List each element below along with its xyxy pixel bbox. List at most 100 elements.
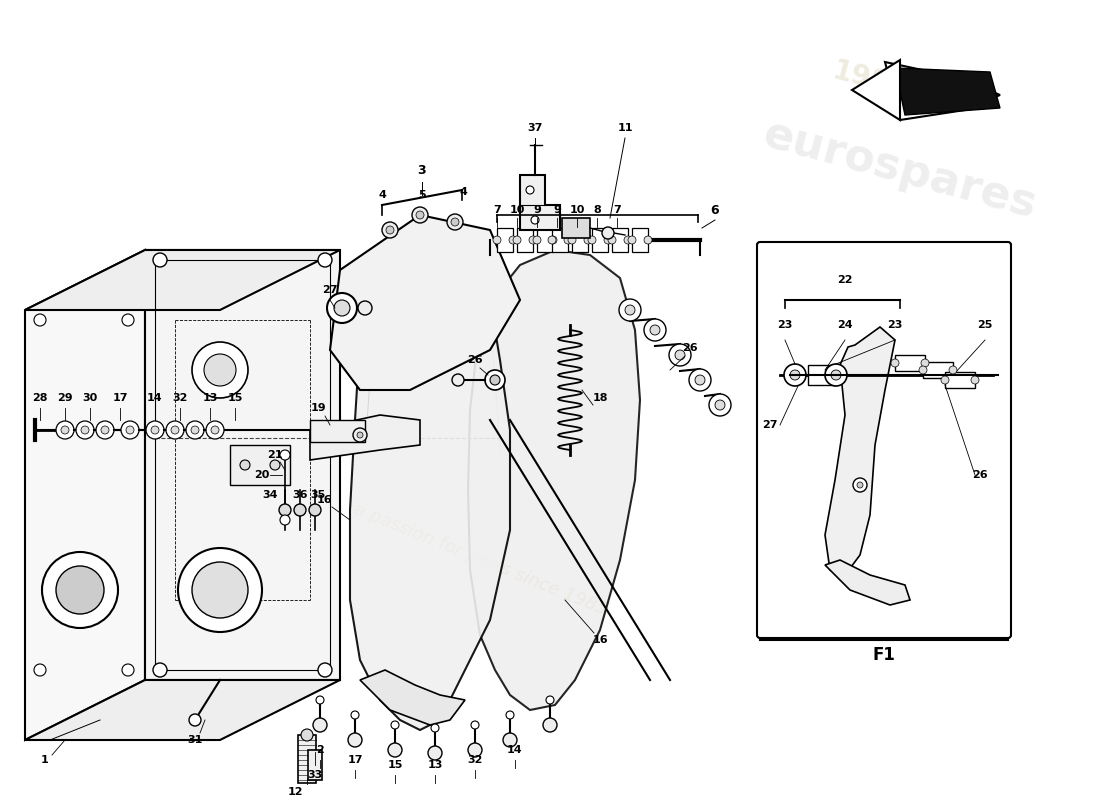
Bar [612,228,628,252]
Circle shape [509,236,517,244]
Circle shape [695,375,705,385]
Circle shape [351,711,359,719]
Circle shape [529,236,537,244]
Text: 19: 19 [310,403,326,413]
Text: 23: 23 [778,320,793,330]
Circle shape [76,421,94,439]
Circle shape [191,426,199,434]
Text: 4: 4 [459,187,466,197]
Circle shape [101,426,109,434]
Circle shape [204,354,236,386]
Text: 33: 33 [307,770,322,780]
Circle shape [644,236,652,244]
Bar [537,228,553,252]
Circle shape [386,226,394,234]
Text: 13: 13 [427,760,442,770]
Circle shape [382,222,398,238]
Circle shape [857,482,864,488]
Circle shape [206,421,224,439]
Circle shape [42,552,118,628]
Text: 2: 2 [316,745,323,755]
Bar [895,355,925,371]
Circle shape [830,370,842,380]
Circle shape [644,319,666,341]
Circle shape [121,421,139,439]
Circle shape [56,421,74,439]
Circle shape [625,305,635,315]
Polygon shape [825,560,910,605]
Circle shape [503,733,517,747]
Polygon shape [895,68,1000,115]
Circle shape [689,369,711,391]
Circle shape [170,426,179,434]
Bar [923,362,953,378]
Bar [552,228,568,252]
Circle shape [178,548,262,632]
Polygon shape [25,680,340,740]
Bar [808,365,836,385]
Text: 23: 23 [888,320,903,330]
Circle shape [584,236,592,244]
Text: 1985: 1985 [829,57,911,103]
Text: 9: 9 [534,205,541,215]
Bar [572,228,588,252]
Text: 30: 30 [82,393,98,403]
Circle shape [451,218,459,226]
Circle shape [56,566,104,614]
Text: a passion for parts since 1985: a passion for parts since 1985 [351,501,609,619]
Text: 27: 27 [762,420,778,430]
Circle shape [710,394,732,416]
Text: F1: F1 [872,646,895,664]
Circle shape [146,421,164,439]
Text: 4: 4 [378,190,386,200]
Circle shape [588,236,596,244]
Bar [497,228,513,252]
Text: 12: 12 [287,787,303,797]
Circle shape [327,293,358,323]
Text: 21: 21 [267,450,283,460]
Circle shape [390,721,399,729]
Bar [298,735,316,783]
Bar [308,750,322,780]
Circle shape [608,236,616,244]
Circle shape [513,236,521,244]
Text: 28: 28 [32,393,47,403]
Circle shape [334,300,350,316]
Circle shape [940,376,949,384]
Text: eurospares: eurospares [759,113,1042,227]
Circle shape [675,350,685,360]
Circle shape [211,426,219,434]
Text: 9: 9 [553,205,561,215]
Circle shape [468,743,482,757]
Circle shape [416,211,424,219]
Text: 26: 26 [682,343,697,353]
Circle shape [825,364,847,386]
Circle shape [279,504,292,516]
Text: 15: 15 [387,760,403,770]
Circle shape [96,421,114,439]
Circle shape [669,344,691,366]
Circle shape [318,663,332,677]
Text: 17: 17 [112,393,128,403]
Circle shape [34,314,46,326]
Circle shape [151,426,160,434]
Circle shape [531,216,539,224]
Text: 16: 16 [592,635,608,645]
Text: 32: 32 [173,393,188,403]
Text: 36: 36 [293,490,308,500]
Text: 27: 27 [322,285,338,295]
Text: 17: 17 [348,755,363,765]
Circle shape [270,460,280,470]
Circle shape [301,729,314,741]
Circle shape [452,374,464,386]
Circle shape [431,724,439,732]
Circle shape [388,743,401,757]
Text: 3: 3 [418,163,427,177]
Text: 7: 7 [613,205,620,215]
Circle shape [784,364,806,386]
Circle shape [192,562,248,618]
Text: 10: 10 [570,205,585,215]
Text: 14: 14 [147,393,163,403]
Circle shape [34,664,46,676]
Circle shape [490,375,500,385]
